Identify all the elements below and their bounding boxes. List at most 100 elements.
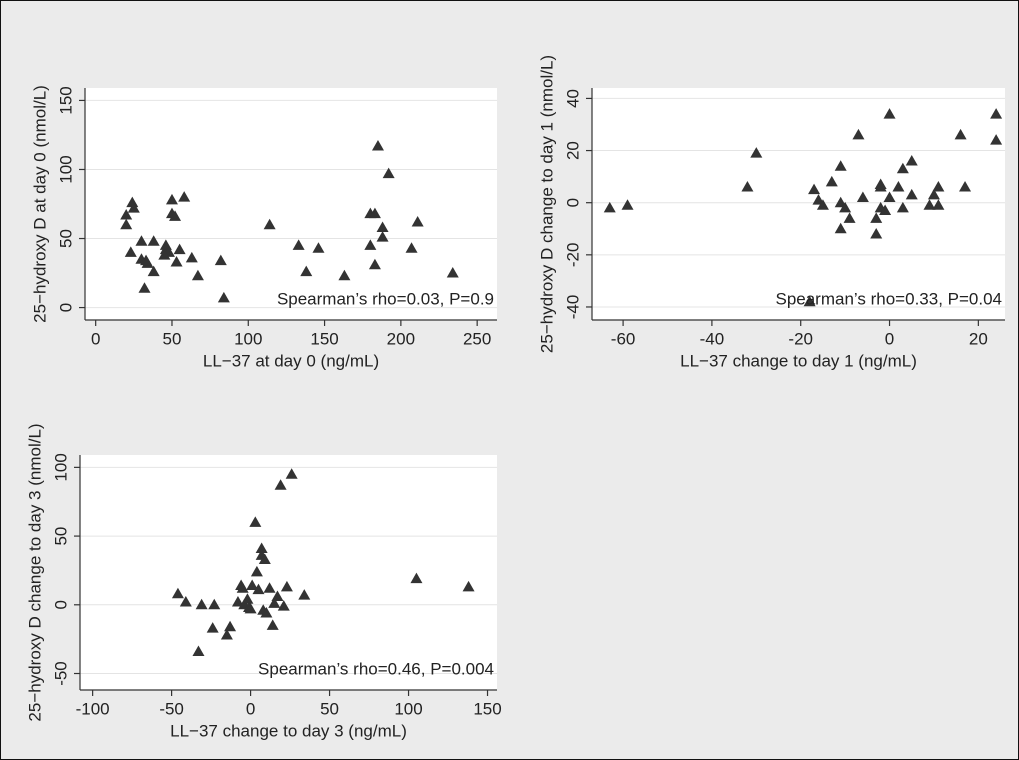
marker <box>750 147 763 158</box>
marker <box>883 108 896 119</box>
marker <box>285 468 298 479</box>
marker <box>250 565 263 577</box>
x-tick-label: 0 <box>91 329 100 348</box>
marker <box>298 589 311 600</box>
marker <box>896 201 909 213</box>
marker <box>371 140 384 151</box>
y-tick-label: 100 <box>51 453 70 481</box>
marker <box>405 242 418 253</box>
y-tick-label: 150 <box>56 86 75 114</box>
marker <box>825 175 838 187</box>
marker <box>192 645 205 657</box>
marker <box>274 479 287 490</box>
y-tick-label: 50 <box>56 229 75 248</box>
x-tick-label: 200 <box>387 329 415 348</box>
marker <box>263 582 276 593</box>
x-tick-label: -60 <box>611 329 636 348</box>
marker <box>266 619 279 630</box>
marker <box>462 580 475 592</box>
marker <box>816 199 829 210</box>
marker <box>252 583 265 595</box>
marker <box>856 191 869 202</box>
x-tick-label: 0 <box>885 329 894 348</box>
marker <box>834 222 847 234</box>
marker <box>905 154 918 166</box>
marker <box>173 243 186 255</box>
marker <box>138 282 151 293</box>
x-tick-label: -40 <box>700 329 725 348</box>
y-tick-label: 40 <box>563 89 582 108</box>
marker <box>268 597 281 608</box>
marker <box>376 231 389 242</box>
marker <box>839 201 852 213</box>
marker <box>883 191 896 202</box>
marker <box>741 181 754 192</box>
x-axis-title: LL−37 change to day 1 (ng/mL) <box>680 351 917 370</box>
marker <box>195 598 208 610</box>
marker <box>834 160 847 171</box>
marker <box>185 251 198 263</box>
x-tick-label: 100 <box>234 329 262 348</box>
marker <box>255 542 268 553</box>
marker <box>127 202 140 213</box>
marker <box>603 201 616 213</box>
marker <box>927 188 940 200</box>
y-tick-label: -50 <box>51 661 70 686</box>
x-tick-label: 150 <box>473 699 501 718</box>
y-axis-title: 25−hydroxy D at day 0 (nmol/L) <box>30 85 49 323</box>
marker <box>126 196 139 208</box>
marker <box>879 204 892 216</box>
marker <box>896 162 909 174</box>
marker <box>271 590 284 602</box>
x-tick-label: 20 <box>969 329 988 348</box>
marker <box>158 249 171 260</box>
y-tick-label: -40 <box>563 295 582 320</box>
marker <box>376 221 389 232</box>
annotation: Spearman’s rho=0.03, P=0.9 <box>277 289 494 308</box>
marker <box>120 218 133 230</box>
marker <box>220 629 233 640</box>
x-tick-label: 100 <box>394 699 422 718</box>
marker <box>147 265 160 277</box>
marker <box>874 178 887 189</box>
marker <box>852 128 865 140</box>
marker <box>165 193 178 205</box>
marker <box>258 553 271 564</box>
marker <box>178 191 191 202</box>
marker <box>214 254 227 266</box>
marker <box>870 227 883 239</box>
marker <box>300 265 313 277</box>
marker <box>241 593 254 604</box>
marker <box>217 291 230 303</box>
marker <box>169 210 182 221</box>
x-tick-label: 50 <box>320 699 339 718</box>
marker <box>277 600 290 611</box>
marker <box>892 181 905 192</box>
marker <box>206 622 219 633</box>
marker <box>932 181 945 192</box>
x-axis-title: LL−37 change to day 3 (ng/mL) <box>170 721 407 740</box>
annotation: Spearman’s rho=0.46, P=0.004 <box>258 659 494 678</box>
marker <box>382 167 395 179</box>
marker <box>364 239 377 250</box>
x-tick-label: 50 <box>163 329 182 348</box>
plot-area <box>85 88 497 320</box>
marker <box>312 242 325 253</box>
marker <box>263 218 276 230</box>
marker <box>244 602 257 614</box>
marker <box>870 212 883 223</box>
marker <box>246 579 259 591</box>
marker <box>120 209 133 220</box>
y-axis-title: 25−hydroxy D change to day 3 (nmol/L) <box>25 423 44 721</box>
marker <box>124 246 137 257</box>
marker <box>236 582 249 593</box>
y-tick-label: 100 <box>56 155 75 183</box>
x-tick-label: 250 <box>463 329 491 348</box>
marker <box>224 620 237 632</box>
x-tick-label: -50 <box>159 699 184 718</box>
marker <box>411 215 424 227</box>
marker <box>621 199 634 210</box>
x-axis-title: LL−37 at day 0 (ng/mL) <box>203 351 379 370</box>
marker <box>135 235 148 246</box>
